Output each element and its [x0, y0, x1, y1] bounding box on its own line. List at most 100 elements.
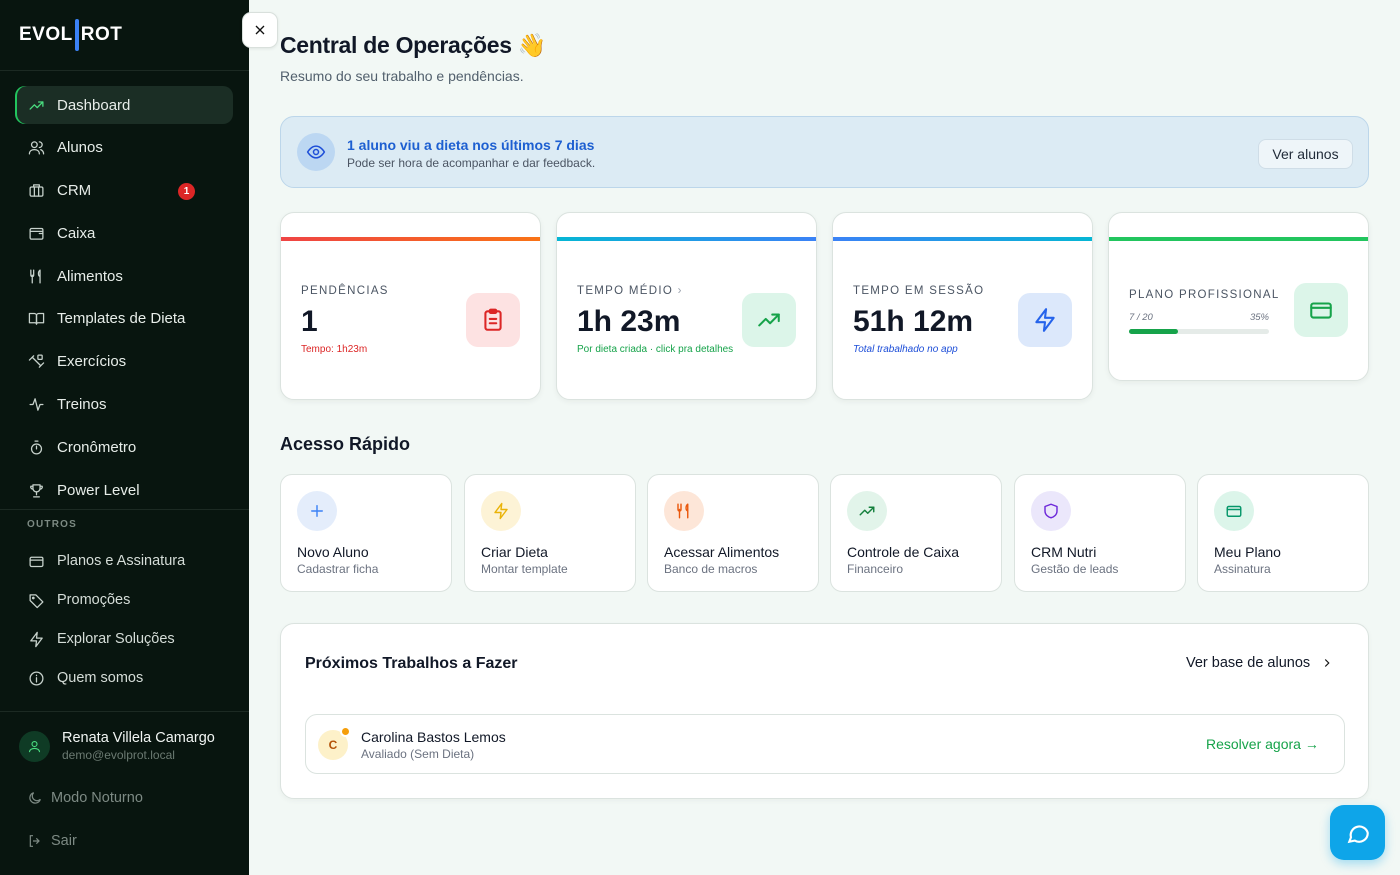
- upcoming-tasks-panel: Próximos Trabalhos a Fazer Ver base de a…: [280, 623, 1369, 799]
- quick-access-crm-nutri[interactable]: CRM Nutri Gestão de leads: [1014, 474, 1186, 592]
- quick-access-novo-aluno[interactable]: Novo Aluno Cadastrar ficha: [280, 474, 452, 592]
- stat-value: 1h 23m: [577, 305, 681, 338]
- sidebar-item-label: Alimentos: [57, 267, 123, 285]
- quick-access-label: Novo Aluno: [297, 544, 369, 560]
- divider: [0, 711, 249, 712]
- sidebar-item-label: CRM: [57, 182, 92, 200]
- quick-access-label: Controle de Caixa: [847, 544, 960, 560]
- sidebar-item-planos-e-assinatura[interactable]: Planos e Assinatura: [15, 542, 233, 580]
- sidebar-item-label: Promoções: [57, 592, 131, 608]
- chevron-right-icon: ›: [677, 285, 683, 297]
- sidebar-item-label: Alunos: [57, 139, 103, 157]
- close-sidebar-button[interactable]: [242, 12, 278, 48]
- quick-access-subtitle: Banco de macros: [664, 562, 758, 576]
- credit-card-icon: [27, 552, 45, 570]
- avatar: [19, 730, 50, 762]
- evolprot-logo[interactable]: EVOL ROT: [19, 18, 122, 52]
- banner-title: 1 aluno viu a dieta nos últimos 7 dias: [347, 137, 595, 153]
- page-subtitle: Resumo do seu trabalho e pendências.: [280, 68, 524, 84]
- trending-up-icon: [27, 96, 45, 114]
- timer-icon: [27, 438, 45, 456]
- sidebar-item-label: Cronômetro: [57, 438, 137, 456]
- logo-text-right: ROT: [80, 24, 123, 45]
- stat-card-tempo-em-sessao[interactable]: TEMPO EM SESSÃO 51h 12m Total trabalhado…: [832, 212, 1093, 400]
- chat-button[interactable]: [1330, 805, 1385, 860]
- info-icon: [27, 669, 45, 687]
- stat-card-tempo-medio[interactable]: TEMPO MÉDIO › 1h 23m Por dieta criada · …: [556, 212, 817, 400]
- quick-access-criar-dieta[interactable]: Criar Dieta Montar template: [464, 474, 636, 592]
- info-banner: 1 aluno viu a dieta nos últimos 7 dias P…: [280, 116, 1369, 188]
- divider: [0, 70, 249, 71]
- sidebar-item-alimentos[interactable]: Alimentos: [15, 257, 233, 295]
- user-profile[interactable]: Renata Villela Camargo demo@evolprot.loc…: [19, 730, 215, 762]
- logo-mark: [74, 19, 79, 51]
- stat-note: Total trabalhado no app: [853, 344, 958, 355]
- sidebar-item-exercicios[interactable]: Exercícios: [15, 343, 233, 381]
- quick-access-title: Acesso Rápido: [280, 434, 411, 454]
- stat-value: 51h 12m: [853, 305, 974, 338]
- sidebar-item-crm[interactable]: CRM 1: [15, 172, 233, 210]
- view-student-base-link[interactable]: Ver base de alunos: [1186, 655, 1334, 671]
- plan-usage: 7 / 20 35%: [1129, 312, 1269, 323]
- banner-text: Pode ser hora de acompanhar e dar feedba…: [347, 156, 596, 170]
- table-row[interactable]: C Carolina Bastos Lemos Avaliado (Sem Di…: [305, 714, 1345, 774]
- resolve-now-link[interactable]: Resolver agora →: [1206, 736, 1319, 752]
- status-dot: [340, 726, 351, 737]
- quick-access-meu-plano[interactable]: Meu Plano Assinatura: [1197, 474, 1369, 592]
- sidebar-item-alunos[interactable]: Alunos: [15, 129, 233, 167]
- card-accent-bar: [281, 237, 540, 241]
- briefcase-icon: [27, 182, 45, 200]
- sidebar-item-promocoes[interactable]: Promoções: [15, 581, 233, 619]
- quick-access-acessar-alimentos[interactable]: Acessar Alimentos Banco de macros: [647, 474, 819, 592]
- sidebar-item-dashboard[interactable]: Dashboard: [15, 86, 233, 124]
- zap-icon: [27, 630, 45, 648]
- credit-card-icon: [1214, 491, 1254, 531]
- sidebar-item-label: Planos e Assinatura: [57, 553, 186, 569]
- quick-access-label: Criar Dieta: [481, 544, 548, 560]
- quick-access-label: CRM Nutri: [1031, 544, 1097, 560]
- users-icon: [27, 139, 45, 157]
- stat-card-plano-profissional[interactable]: PLANO PROFISSIONAL 7 / 20 35%: [1108, 212, 1369, 381]
- stat-note: Por dieta criada · click pra detalhes: [577, 344, 734, 355]
- secondary-nav: Planos e Assinatura Promoções Explorar S…: [15, 542, 233, 698]
- sidebar-item-caixa[interactable]: Caixa: [15, 214, 233, 252]
- user-name: Renata Villela Camargo: [62, 730, 215, 746]
- quick-access-subtitle: Assinatura: [1214, 562, 1271, 576]
- credit-card-icon: [1294, 283, 1348, 337]
- trending-up-icon: [742, 293, 796, 347]
- student-status: Avaliado (Sem Dieta): [361, 747, 475, 761]
- card-accent-bar: [1109, 237, 1368, 241]
- plus-icon: [297, 491, 337, 531]
- sidebar-item-cronometro[interactable]: Cronômetro: [15, 428, 233, 466]
- sidebar-item-label: Exercícios: [57, 353, 127, 371]
- sidebar-item-explorar-solucoes[interactable]: Explorar Soluções: [15, 620, 233, 658]
- quick-access-label: Acessar Alimentos: [664, 544, 780, 560]
- plan-usage-percent: 35%: [1249, 312, 1269, 323]
- wallet-icon: [27, 224, 45, 242]
- tasks-title: Próximos Trabalhos a Fazer: [305, 655, 518, 672]
- activity-icon: [27, 396, 45, 414]
- view-students-button[interactable]: Ver alunos: [1258, 139, 1353, 169]
- sidebar-item-label: Treinos: [57, 396, 107, 414]
- stat-label: TEMPO MÉDIO ›: [577, 285, 683, 297]
- notification-badge: 1: [178, 182, 195, 200]
- logout-button[interactable]: Sair: [27, 833, 77, 849]
- stat-card-pendencias[interactable]: PENDÊNCIAS 1 Tempo: 1h23m: [280, 212, 541, 400]
- card-accent-bar: [833, 237, 1092, 241]
- plan-usage-count: 7 / 20: [1129, 312, 1153, 323]
- sidebar-item-power-level[interactable]: Power Level: [15, 471, 233, 509]
- page-title: Central de Operações 👋: [280, 32, 547, 58]
- night-mode-toggle[interactable]: Modo Noturno: [27, 790, 143, 806]
- sidebar-item-quem-somos[interactable]: Quem somos: [15, 659, 233, 697]
- plan-progress-fill: [1129, 329, 1178, 334]
- clipboard-icon: [466, 293, 520, 347]
- dumbbell-icon: [27, 353, 45, 371]
- quick-access-subtitle: Financeiro: [847, 562, 904, 576]
- sidebar-item-templates-de-dieta[interactable]: Templates de Dieta: [15, 300, 233, 338]
- sidebar-item-label: Quem somos: [57, 670, 144, 686]
- sidebar-item-label: Explorar Soluções: [57, 631, 175, 647]
- quick-access-controle-de-caixa[interactable]: Controle de Caixa Financeiro: [830, 474, 1002, 592]
- stat-label-text: TEMPO MÉDIO: [577, 285, 674, 297]
- sidebar-item-treinos[interactable]: Treinos: [15, 386, 233, 424]
- avatar: C: [318, 730, 348, 760]
